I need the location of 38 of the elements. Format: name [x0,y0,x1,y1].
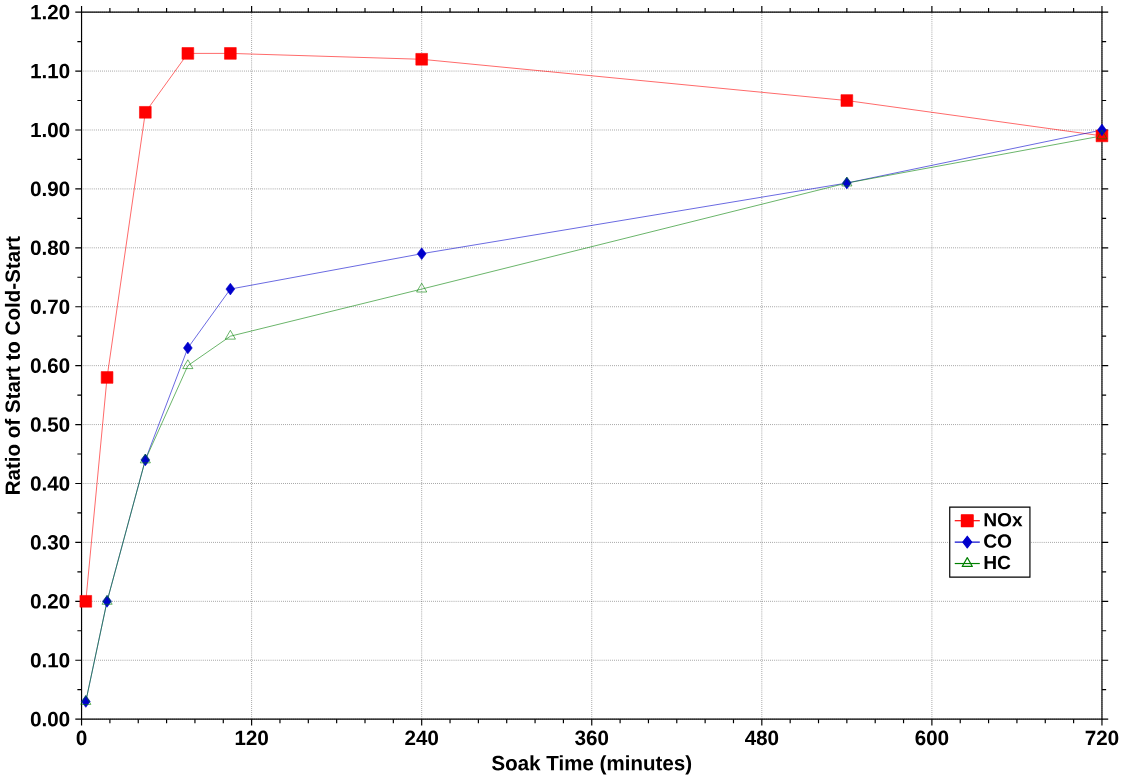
y-tick-label: 0.30 [30,534,70,550]
point [416,247,427,260]
y-tick-label: 0.00 [30,711,70,727]
point [100,371,114,384]
y-tick-label: 0.90 [30,181,70,197]
legend-label: NOx [984,512,1023,527]
point [224,47,237,60]
x-axis-title: Soak Time (minutes) [492,755,692,775]
point [139,105,152,119]
y-tick-label: 0.50 [30,417,70,432]
y-tick-label: 1.00 [31,122,70,138]
point [183,341,193,354]
point [225,282,236,296]
y-tick-label: 1.20 [31,4,70,20]
point [224,329,236,340]
y-tick-label: 0.20 [30,593,70,609]
y-tick-label: 0.80 [30,240,70,255]
x-tick-label: 360 [575,730,609,746]
x-tick-label: 240 [405,730,438,745]
point [840,94,854,107]
point [416,282,428,293]
y-tick-label: 0.70 [30,299,70,314]
point [181,47,195,60]
point [79,594,92,608]
y-tick-label: 1.10 [31,63,70,79]
y-tick-label: 0.40 [30,476,70,491]
x-tick-label: 0 [76,730,87,745]
point [415,52,428,66]
legend-label: CO [984,534,1012,548]
legend-label: HC [984,555,1011,570]
x-tick-label: 120 [235,730,268,745]
x-tick-label: 480 [744,730,779,745]
y-axis-title: Ratio of Start to Cold-Start [4,236,20,494]
point [182,359,194,369]
x-tick-label: 720 [1085,730,1119,745]
x-tick-label: 600 [915,730,949,745]
y-tick-label: 0.60 [30,358,70,373]
y-tick-label: 0.10 [30,652,70,668]
